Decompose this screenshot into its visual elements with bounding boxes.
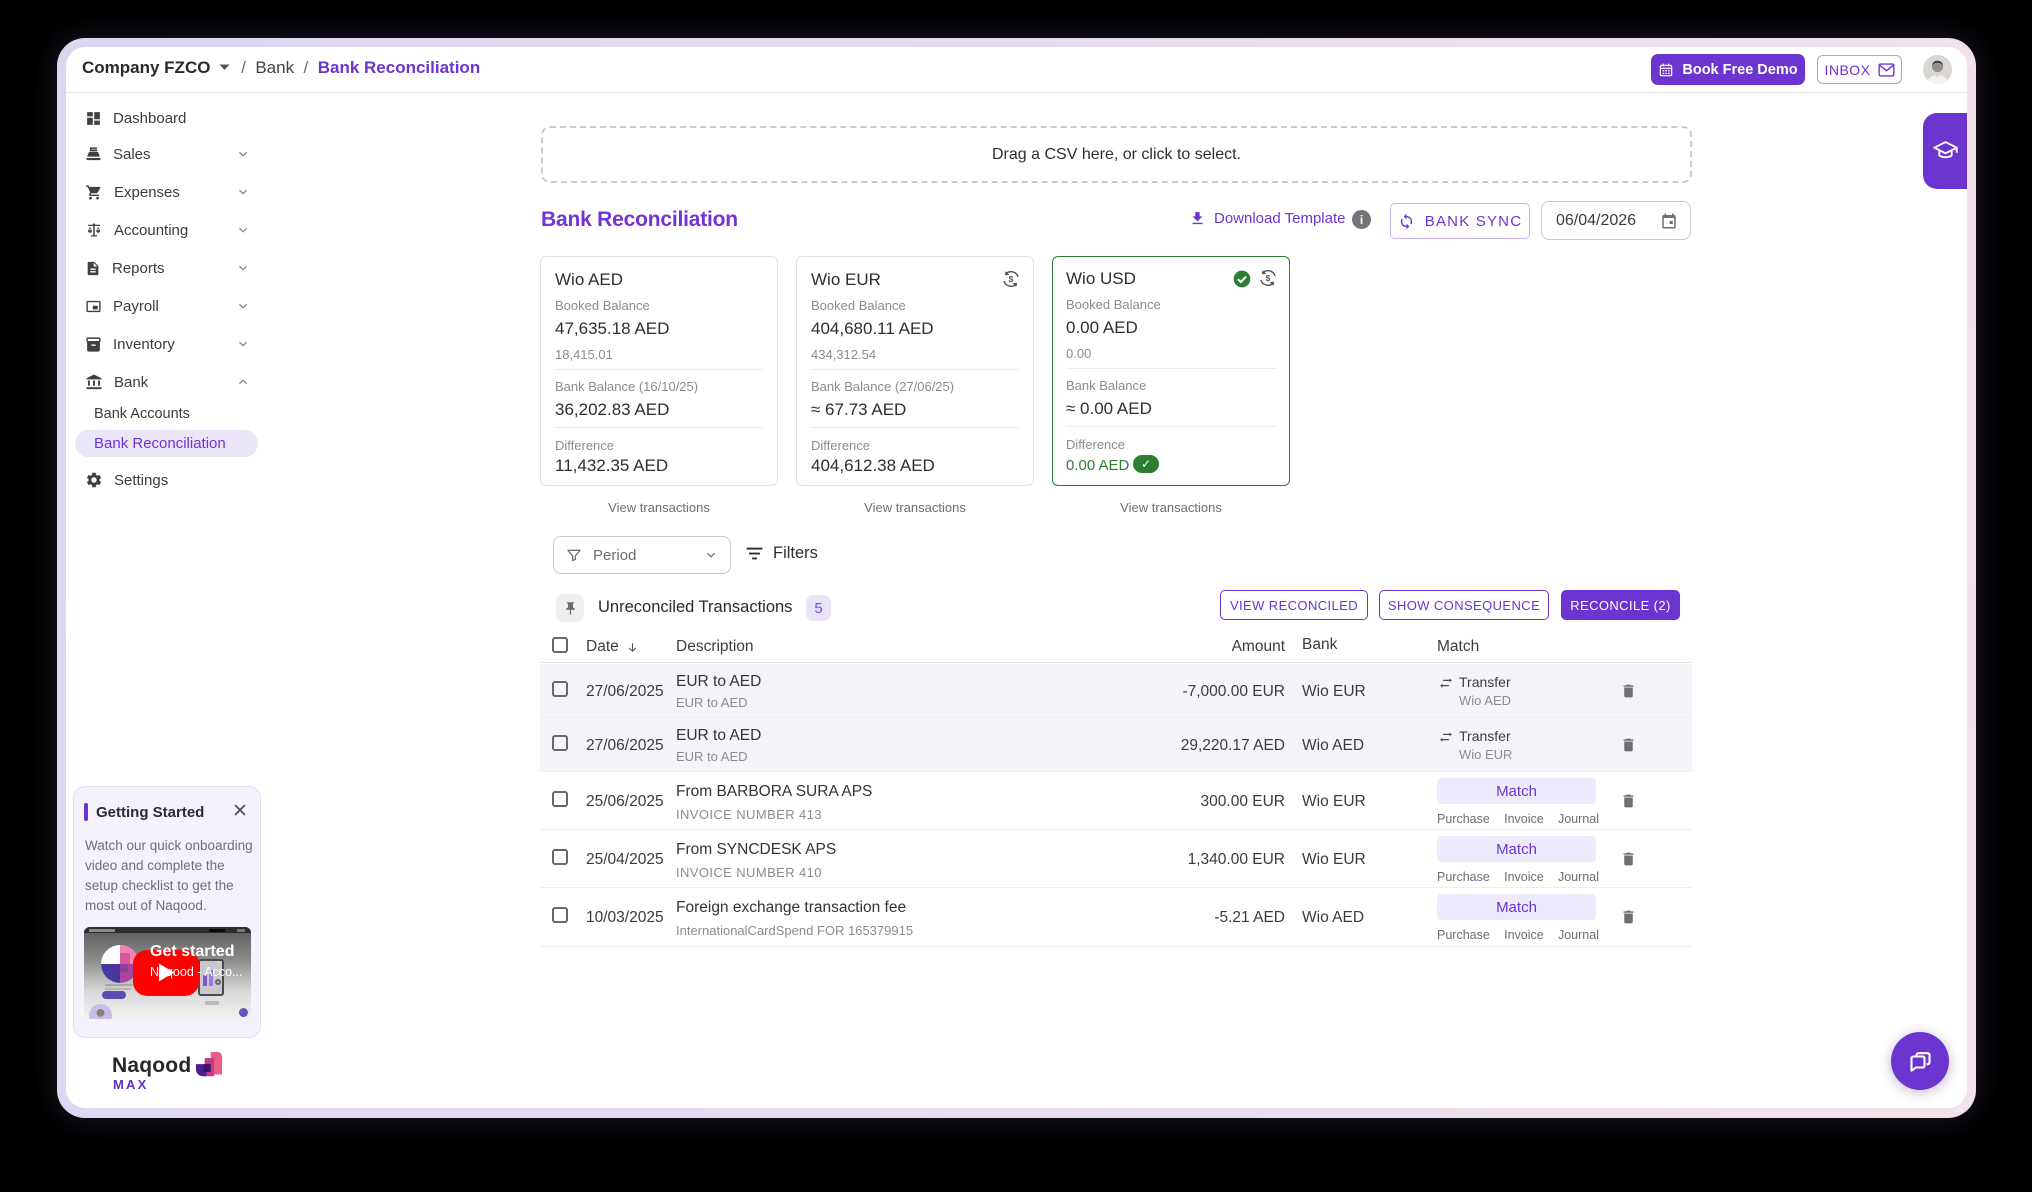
svg-text:$: $ (1009, 274, 1014, 284)
svg-text:$: $ (1266, 273, 1271, 283)
